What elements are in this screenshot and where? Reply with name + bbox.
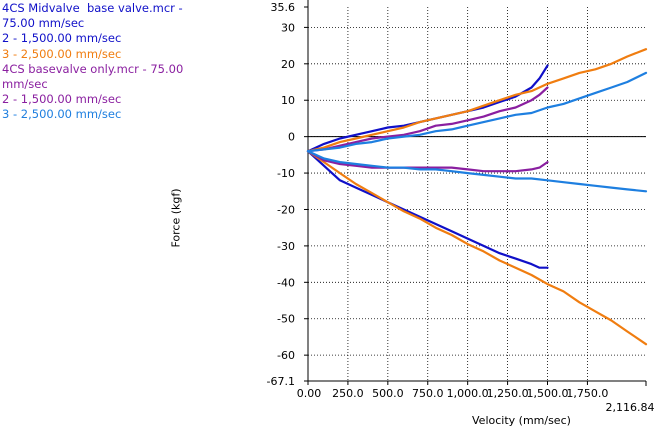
x-tick-label: 1,500.0 bbox=[527, 387, 569, 400]
legend: 4CS Midvalve base valve.mcr - 75.00 mm/s… bbox=[2, 1, 192, 123]
y-tick-label: 20 bbox=[281, 58, 295, 71]
x-axis-label: Velocity (mm/sec) bbox=[472, 414, 571, 427]
x-tick-label: 1,750.0 bbox=[566, 387, 608, 400]
y-tick-label: -30 bbox=[277, 240, 295, 253]
legend-entry: 3 - 2,500.00 mm/sec bbox=[2, 46, 122, 61]
x-tick-label: 500.0 bbox=[372, 387, 404, 400]
y-tick-label: 10 bbox=[281, 94, 295, 107]
x-tick-label: 1,000.0 bbox=[447, 387, 489, 400]
x-tick-label: 0.00 bbox=[297, 387, 322, 400]
series-line bbox=[306, 150, 549, 173]
series-line bbox=[306, 71, 648, 153]
x-tick-label: 1,250.0 bbox=[487, 387, 529, 400]
y-tick-label: -40 bbox=[277, 276, 295, 289]
x-tick-label: 250.0 bbox=[332, 387, 364, 400]
y-tick-label: -10 bbox=[277, 167, 295, 180]
y-tick-label: -20 bbox=[277, 203, 295, 216]
legend-entry: 4CS Midvalve base valve.mcr - 75.00 mm/s… bbox=[2, 1, 187, 31]
x-tick-label: 2,116.84 bbox=[606, 401, 655, 414]
series-line bbox=[306, 48, 648, 153]
series-line bbox=[306, 150, 648, 193]
legend-entry: 2 - 1,500.00 mm/sec bbox=[2, 31, 122, 46]
series-line bbox=[306, 150, 549, 269]
y-tick-label: 0 bbox=[288, 131, 295, 144]
series-line bbox=[306, 150, 648, 346]
legend-entry: 4CS basevalve only.mcr - 75.00 mm/sec bbox=[2, 61, 187, 92]
y-tick-label: 35.6 bbox=[271, 1, 296, 14]
y-tick-label: -50 bbox=[277, 313, 295, 326]
x-tick-label: 750.0 bbox=[412, 387, 444, 400]
y-tick-label: -67.1 bbox=[267, 375, 295, 388]
y-tick-label: -60 bbox=[277, 349, 295, 362]
legend-entry: 3 - 2,500.00 mm/sec bbox=[2, 107, 122, 122]
legend-entry: 2 - 1,500.00 mm/sec bbox=[2, 92, 122, 107]
series-line bbox=[306, 86, 549, 153]
y-tick-label: 30 bbox=[281, 21, 295, 34]
